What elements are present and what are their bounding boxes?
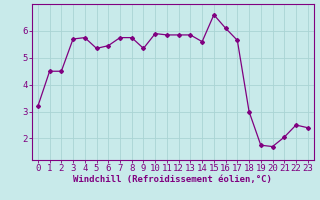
- X-axis label: Windchill (Refroidissement éolien,°C): Windchill (Refroidissement éolien,°C): [73, 175, 272, 184]
